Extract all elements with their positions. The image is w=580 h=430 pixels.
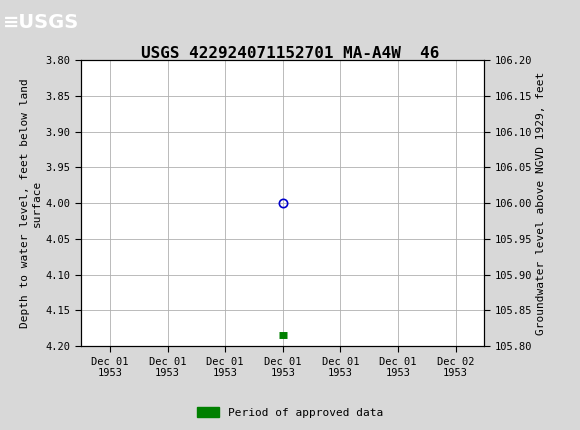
Text: USGS 422924071152701 MA-A4W  46: USGS 422924071152701 MA-A4W 46 [141,46,439,61]
Text: ≡USGS: ≡USGS [3,13,79,32]
Y-axis label: Depth to water level, feet below land
surface: Depth to water level, feet below land su… [20,78,42,328]
Y-axis label: Groundwater level above NGVD 1929, feet: Groundwater level above NGVD 1929, feet [536,71,546,335]
Legend: Period of approved data: Period of approved data [193,403,387,422]
